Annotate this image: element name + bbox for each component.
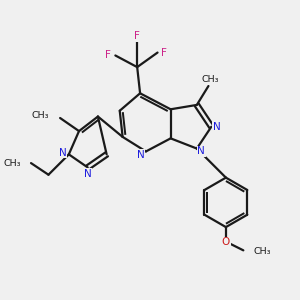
Text: CH₃: CH₃ xyxy=(32,111,49,120)
Text: CH₃: CH₃ xyxy=(254,247,271,256)
Text: N: N xyxy=(197,146,205,157)
Text: O: O xyxy=(222,237,230,247)
Text: CH₃: CH₃ xyxy=(3,159,21,168)
Text: CH₃: CH₃ xyxy=(201,75,219,84)
Text: N: N xyxy=(58,148,66,158)
Text: F: F xyxy=(105,50,111,61)
Text: F: F xyxy=(161,48,167,58)
Text: N: N xyxy=(137,150,145,160)
Text: F: F xyxy=(134,31,140,41)
Text: N: N xyxy=(84,169,92,179)
Text: N: N xyxy=(213,122,220,132)
